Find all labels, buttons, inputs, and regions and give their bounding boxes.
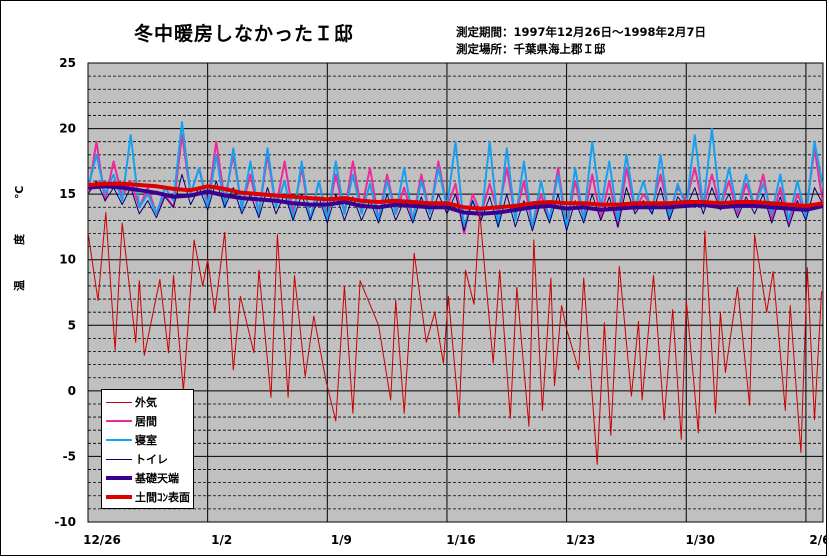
legend-item: 基礎天端 [106,470,179,486]
legend: 外気居間寝室トイレ基礎天端土間ｺﾝ表面 [101,389,194,509]
legend-item: 居間 [106,413,157,429]
legend-item: トイレ [106,451,168,467]
legend-swatch [106,476,132,480]
x-tick-label: 1/30 [686,533,715,547]
series-line-5 [88,181,823,211]
legend-swatch [106,401,132,403]
x-tick-label: 1/16 [446,533,475,547]
measurement-period: 測定期間：1997年12月26日～1998年2月7日 [456,25,707,39]
measurement-location: 測定場所：千葉県海上郡Ｉ邸 [456,42,606,56]
series-line-0 [88,212,823,465]
legend-item: 寝室 [106,432,157,448]
y-tick-label: 15 [59,187,76,201]
legend-label: 居間 [135,415,157,428]
y-tick-label: 5 [68,318,76,332]
legend-swatch [106,439,132,441]
x-tick-label: 1/23 [566,533,595,547]
legend-swatch [106,420,132,422]
legend-label: 基礎天端 [135,472,179,485]
plot-area [87,62,824,523]
legend-item: 外気 [106,394,157,410]
legend-label: トイレ [135,453,168,466]
y-tick-label: -10 [54,515,76,529]
y-tick-label: -5 [63,449,76,463]
series-line-4 [88,184,823,216]
legend-swatch [106,495,132,499]
series-line-2 [88,121,823,228]
legend-label: 外気 [135,396,157,409]
y-tick-label: 10 [59,253,76,267]
chart-title: 冬中暖房しなかったＩ邸 [134,23,355,45]
y-tick-label: 25 [59,56,76,70]
legend-item: 土間ｺﾝ表面 [106,489,190,505]
legend-label: 土間ｺﾝ表面 [135,491,190,504]
x-tick-label: 2/6 [809,533,827,547]
y-tick-label: 20 [59,122,76,136]
x-tick-label: 1/9 [331,533,352,547]
legend-swatch [106,458,132,460]
legend-label: 寝室 [135,434,157,447]
x-tick-label: 1/2 [211,533,232,547]
y-tick-label: 0 [68,384,76,398]
x-tick-label: 12/26 [83,533,121,547]
